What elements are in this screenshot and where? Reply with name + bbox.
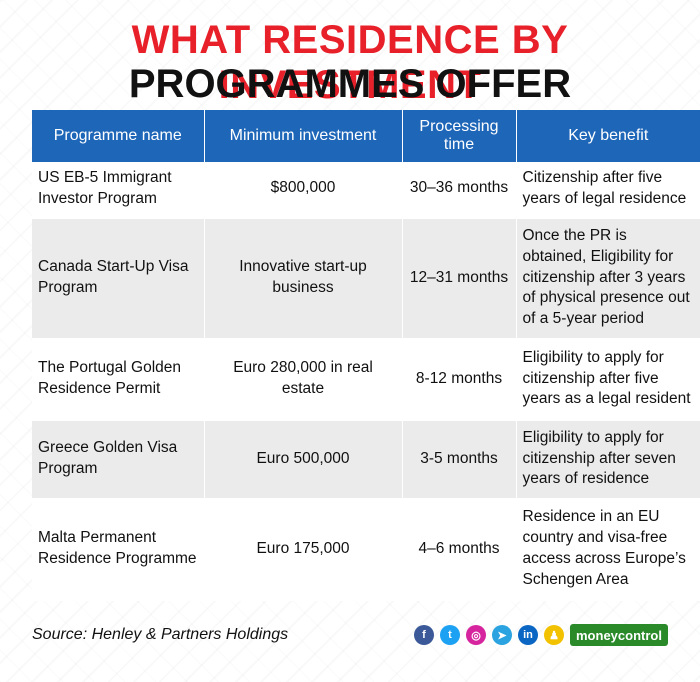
cell-programme-name: Greece Golden Visa Program — [32, 419, 205, 501]
cell-key-benefit: Eligibility to apply for citizenship aft… — [516, 339, 700, 421]
twitter-icon[interactable]: t — [440, 625, 460, 645]
programmes-table: Programme name Minimum investment Proces… — [32, 110, 700, 601]
cell-processing-time: 3-5 months — [402, 419, 517, 501]
moneycontrol-logo: moneycontrol — [570, 624, 668, 646]
table-row: US EB-5 Immigrant Investor Program $800,… — [32, 162, 700, 219]
header-programme-name: Programme name — [32, 110, 205, 162]
title-line-1: WHAT RESIDENCE BY INVESTMENT — [131, 18, 569, 107]
header-minimum-investment: Minimum investment — [204, 110, 403, 162]
source-credit: Source: Henley & Partners Holdings — [32, 626, 289, 643]
cell-key-benefit: Eligibility to apply for citizenship aft… — [516, 419, 700, 501]
cell-programme-name: The Portugal Golden Residence Permit — [32, 339, 205, 421]
table-row: Malta Permanent Residence Programme Euro… — [32, 499, 700, 601]
cell-processing-time: 30–36 months — [402, 162, 517, 219]
social-icons: f t ◎ ➤ in ♟ — [414, 625, 564, 645]
cell-minimum-investment: Euro 280,000 in real estate — [204, 339, 403, 421]
instagram-icon[interactable]: ◎ — [466, 625, 486, 645]
cell-minimum-investment: Innovative start-up business — [204, 217, 403, 341]
table-row: The Portugal Golden Residence Permit Eur… — [32, 339, 700, 421]
cell-key-benefit: Once the PR is obtained, Eligibility for… — [516, 217, 700, 341]
cell-minimum-investment: $800,000 — [204, 162, 403, 219]
table-row: Canada Start-Up Visa Program Innovative … — [32, 217, 700, 341]
cell-processing-time: 12–31 months — [402, 217, 517, 341]
cell-programme-name: US EB-5 Immigrant Investor Program — [32, 162, 205, 219]
linkedin-icon[interactable]: in — [518, 625, 538, 645]
table-row: Greece Golden Visa Program Euro 500,000 … — [32, 419, 700, 501]
telegram-icon[interactable]: ➤ — [492, 625, 512, 645]
cell-key-benefit: Residence in an EU country and visa-free… — [516, 499, 700, 601]
cell-key-benefit: Citizenship after five years of legal re… — [516, 162, 700, 219]
title-line-2: PROGRAMMES OFFER — [128, 62, 572, 106]
cell-processing-time: 8-12 months — [402, 339, 517, 421]
cell-minimum-investment: Euro 500,000 — [204, 419, 403, 501]
header-key-benefit: Key benefit — [516, 110, 700, 162]
cell-programme-name: Canada Start-Up Visa Program — [32, 217, 205, 341]
header-processing-time: Processing time — [402, 110, 517, 162]
cell-minimum-investment: Euro 175,000 — [204, 499, 403, 601]
facebook-icon[interactable]: f — [414, 625, 434, 645]
cell-processing-time: 4–6 months — [402, 499, 517, 601]
cell-programme-name: Malta Permanent Residence Programme — [32, 499, 205, 601]
snapchat-icon[interactable]: ♟ — [544, 625, 564, 645]
table-header-row: Programme name Minimum investment Proces… — [32, 110, 700, 162]
